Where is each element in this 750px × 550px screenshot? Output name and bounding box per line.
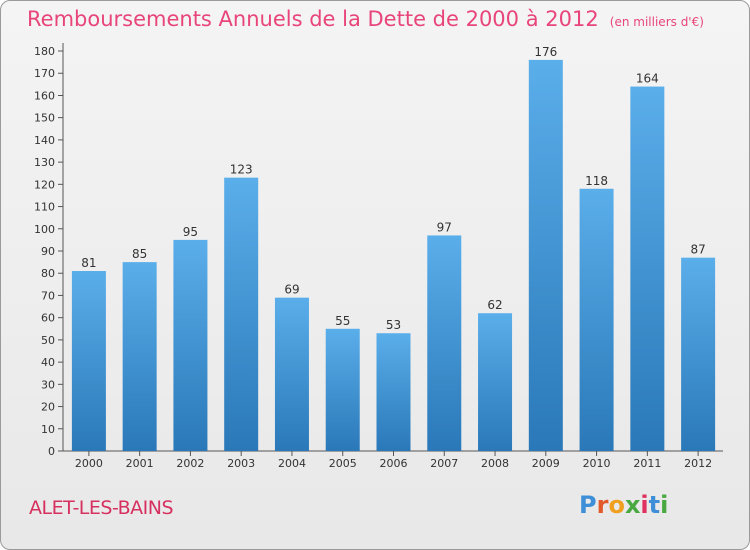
data-label: 87	[690, 243, 705, 257]
x-tick-label: 2010	[583, 457, 611, 470]
y-tick-label: 80	[41, 267, 55, 280]
logo-letter: x	[624, 491, 641, 519]
data-label: 123	[230, 163, 253, 177]
logo-letter: t	[648, 491, 661, 519]
data-label: 97	[437, 220, 452, 234]
title-block: Remboursements Annuels de la Dette de 20…	[27, 7, 704, 31]
logo-letter: i	[640, 491, 649, 519]
data-label: 62	[487, 298, 502, 312]
y-tick-label: 160	[34, 89, 55, 102]
bar	[274, 297, 309, 451]
x-tick-label: 2009	[532, 457, 560, 470]
data-label: 176	[534, 45, 557, 59]
y-tick-label: 10	[41, 423, 55, 436]
bar	[71, 271, 106, 451]
data-label: 118	[585, 174, 608, 188]
bar	[376, 333, 411, 451]
x-tick-label: 2007	[430, 457, 458, 470]
y-tick-label: 90	[41, 245, 55, 258]
commune-name: ALET-LES-BAINS	[29, 497, 174, 519]
bar	[224, 177, 259, 451]
proxiti-logo: Proxiti	[579, 491, 668, 519]
y-tick-label: 100	[34, 223, 55, 236]
bar	[528, 59, 563, 452]
data-label: 164	[636, 72, 659, 86]
chart-subtitle: (en milliers d'€)	[609, 15, 704, 29]
x-tick-label: 2003	[227, 457, 255, 470]
y-tick-label: 140	[34, 134, 55, 147]
x-tick-label: 2011	[633, 457, 661, 470]
bar	[122, 262, 157, 451]
data-label: 85	[132, 247, 147, 261]
y-tick-label: 70	[41, 289, 55, 302]
y-tick-label: 40	[41, 356, 55, 369]
x-tick-label: 2005	[329, 457, 357, 470]
y-tick-label: 150	[34, 112, 55, 125]
logo-letter: o	[608, 491, 625, 519]
x-tick-label: 2000	[75, 457, 103, 470]
bar	[478, 313, 513, 451]
x-tick-label: 2001	[126, 457, 154, 470]
y-tick-label: 120	[34, 178, 55, 191]
data-label: 69	[284, 283, 299, 297]
bar	[325, 328, 360, 451]
logo-letter: P	[579, 491, 597, 519]
y-tick-label: 30	[41, 378, 55, 391]
x-tick-label: 2008	[481, 457, 509, 470]
y-tick-label: 110	[34, 201, 55, 214]
y-tick-label: 130	[34, 156, 55, 169]
y-tick-label: 180	[34, 45, 55, 58]
x-tick-label: 2002	[176, 457, 204, 470]
data-label: 55	[335, 314, 350, 328]
logo-letter: r	[596, 491, 609, 519]
y-tick-label: 170	[34, 67, 55, 80]
chart-title: Remboursements Annuels de la Dette de 20…	[27, 7, 599, 31]
bar	[630, 86, 665, 452]
y-tick-label: 60	[41, 312, 55, 325]
y-tick-label: 0	[48, 445, 55, 458]
logo-letter: i	[660, 491, 669, 519]
x-tick-label: 2004	[278, 457, 306, 470]
data-label: 95	[183, 225, 198, 239]
bar	[681, 257, 716, 451]
bar	[427, 235, 462, 451]
x-tick-label: 2012	[684, 457, 712, 470]
data-label: 81	[81, 256, 96, 270]
bar	[173, 239, 208, 451]
x-tick-label: 2006	[380, 457, 408, 470]
bar	[579, 188, 614, 451]
data-label: 53	[386, 318, 401, 332]
y-tick-label: 50	[41, 334, 55, 347]
y-tick-label: 20	[41, 401, 55, 414]
